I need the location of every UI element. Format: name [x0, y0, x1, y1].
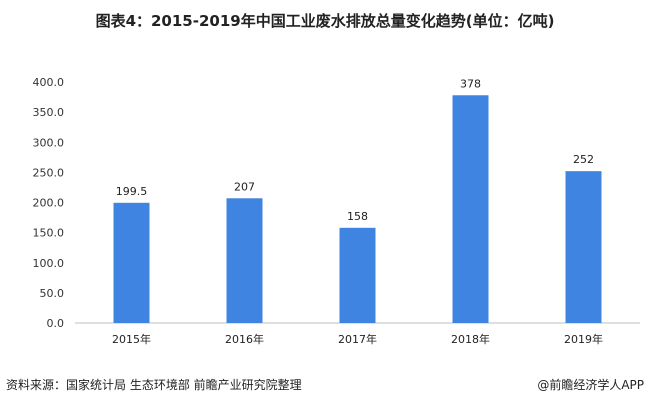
y-tick-label: 350.0	[33, 106, 65, 119]
data-label: 199.5	[116, 185, 148, 198]
x-tick-label: 2016年	[225, 332, 264, 346]
y-tick-label: 200.0	[33, 197, 65, 210]
data-label: 252	[573, 153, 594, 166]
y-tick-label: 300.0	[33, 136, 65, 149]
source-note: 资料来源：国家统计局 生态环境部 前瞻产业研究院整理	[6, 378, 302, 392]
bar	[452, 95, 489, 323]
y-tick-label: 400.0	[33, 76, 65, 89]
bar	[113, 202, 150, 323]
bar	[339, 227, 376, 323]
bar	[226, 198, 263, 323]
bar	[565, 171, 602, 323]
data-label: 158	[347, 210, 368, 223]
y-tick-label: 50.0	[40, 287, 65, 300]
x-tick-label: 2019年	[564, 332, 603, 346]
y-tick-label: 0.0	[47, 317, 65, 330]
y-tick-label: 250.0	[33, 166, 65, 179]
chart-title: 图表4：2015-2019年中国工业废水排放总量变化趋势(单位：亿吨)	[95, 12, 555, 30]
y-tick-label: 150.0	[33, 227, 65, 240]
y-tick-label: 100.0	[33, 257, 65, 270]
data-label: 378	[460, 77, 481, 90]
x-tick-label: 2017年	[338, 332, 377, 346]
data-label: 207	[234, 180, 255, 193]
credit-note: @前瞻经济学人APP	[537, 378, 644, 392]
x-tick-label: 2015年	[112, 332, 151, 346]
x-tick-label: 2018年	[451, 332, 490, 346]
